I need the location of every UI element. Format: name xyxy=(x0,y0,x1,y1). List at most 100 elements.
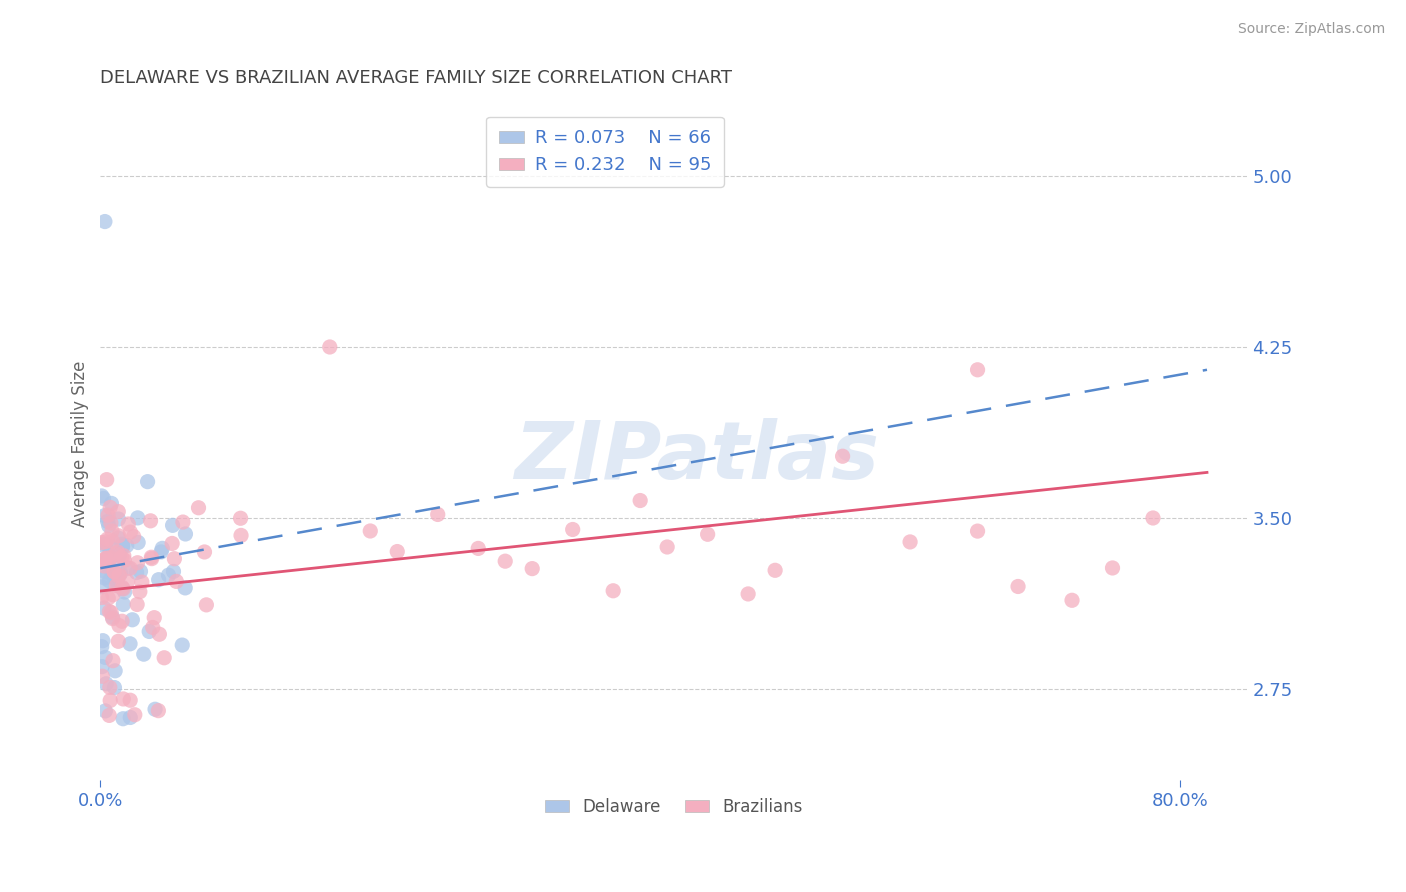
Point xyxy=(93,559,115,574)
Point xyxy=(97,556,120,570)
Point xyxy=(122,530,145,544)
Point xyxy=(98,693,121,707)
Point xyxy=(107,634,129,648)
Point xyxy=(111,580,134,594)
Point xyxy=(229,511,252,525)
Point xyxy=(1101,561,1123,575)
Point xyxy=(107,529,129,543)
Point xyxy=(120,561,142,575)
Point xyxy=(117,574,139,589)
Point xyxy=(467,541,489,556)
Point xyxy=(93,491,115,506)
Point xyxy=(101,588,124,602)
Point xyxy=(120,693,142,707)
Point xyxy=(94,537,117,551)
Point xyxy=(127,511,149,525)
Point xyxy=(101,524,124,538)
Point xyxy=(90,591,112,605)
Point xyxy=(127,598,149,612)
Point xyxy=(96,473,118,487)
Point xyxy=(112,553,135,567)
Point xyxy=(120,710,142,724)
Point xyxy=(98,708,121,723)
Point xyxy=(172,515,194,529)
Point xyxy=(97,518,120,533)
Point xyxy=(112,582,135,596)
Point xyxy=(100,496,122,510)
Point xyxy=(101,610,124,624)
Point xyxy=(91,633,114,648)
Point xyxy=(165,574,187,589)
Point xyxy=(174,581,197,595)
Point xyxy=(657,540,679,554)
Text: ZIPatlas: ZIPatlas xyxy=(515,418,879,496)
Point xyxy=(898,535,921,549)
Point xyxy=(94,677,117,691)
Point xyxy=(104,664,127,678)
Point xyxy=(1060,593,1083,607)
Point xyxy=(153,650,176,665)
Point xyxy=(120,525,142,540)
Point xyxy=(117,516,139,531)
Point xyxy=(94,650,117,665)
Point xyxy=(107,531,129,545)
Point xyxy=(93,571,115,585)
Point xyxy=(97,591,120,606)
Point xyxy=(148,627,170,641)
Point xyxy=(966,524,988,538)
Point xyxy=(107,578,129,592)
Point xyxy=(162,565,184,579)
Point xyxy=(94,214,117,228)
Point xyxy=(111,614,134,628)
Point xyxy=(142,620,165,634)
Point xyxy=(112,598,135,612)
Point xyxy=(98,550,121,565)
Point xyxy=(150,541,173,556)
Point xyxy=(91,554,114,568)
Point xyxy=(101,612,124,626)
Point xyxy=(107,512,129,526)
Point xyxy=(831,449,853,463)
Point xyxy=(1142,511,1164,525)
Point xyxy=(104,547,127,561)
Point xyxy=(93,601,115,615)
Point xyxy=(115,539,138,553)
Point xyxy=(602,583,624,598)
Point xyxy=(966,363,988,377)
Point xyxy=(111,582,134,596)
Point xyxy=(148,704,170,718)
Point xyxy=(108,618,131,632)
Point xyxy=(150,545,173,559)
Point xyxy=(103,565,125,579)
Point xyxy=(561,523,583,537)
Point xyxy=(359,524,381,538)
Point xyxy=(93,508,115,523)
Point xyxy=(112,712,135,726)
Point xyxy=(97,559,120,574)
Point xyxy=(111,537,134,551)
Point xyxy=(98,539,121,553)
Point xyxy=(101,534,124,549)
Point xyxy=(103,565,125,579)
Point xyxy=(98,549,121,563)
Point xyxy=(696,527,718,541)
Point xyxy=(143,702,166,716)
Point xyxy=(522,561,544,575)
Point xyxy=(107,504,129,518)
Point xyxy=(193,545,215,559)
Point xyxy=(114,585,136,599)
Point xyxy=(96,552,118,566)
Point xyxy=(141,550,163,565)
Point xyxy=(737,587,759,601)
Point xyxy=(90,538,112,552)
Point xyxy=(105,569,128,583)
Point xyxy=(138,624,160,639)
Point xyxy=(763,563,786,577)
Point xyxy=(101,654,124,668)
Point xyxy=(100,606,122,620)
Point xyxy=(110,566,132,581)
Point xyxy=(127,535,149,549)
Point xyxy=(174,527,197,541)
Text: DELAWARE VS BRAZILIAN AVERAGE FAMILY SIZE CORRELATION CHART: DELAWARE VS BRAZILIAN AVERAGE FAMILY SIZ… xyxy=(100,69,733,87)
Point xyxy=(107,545,129,559)
